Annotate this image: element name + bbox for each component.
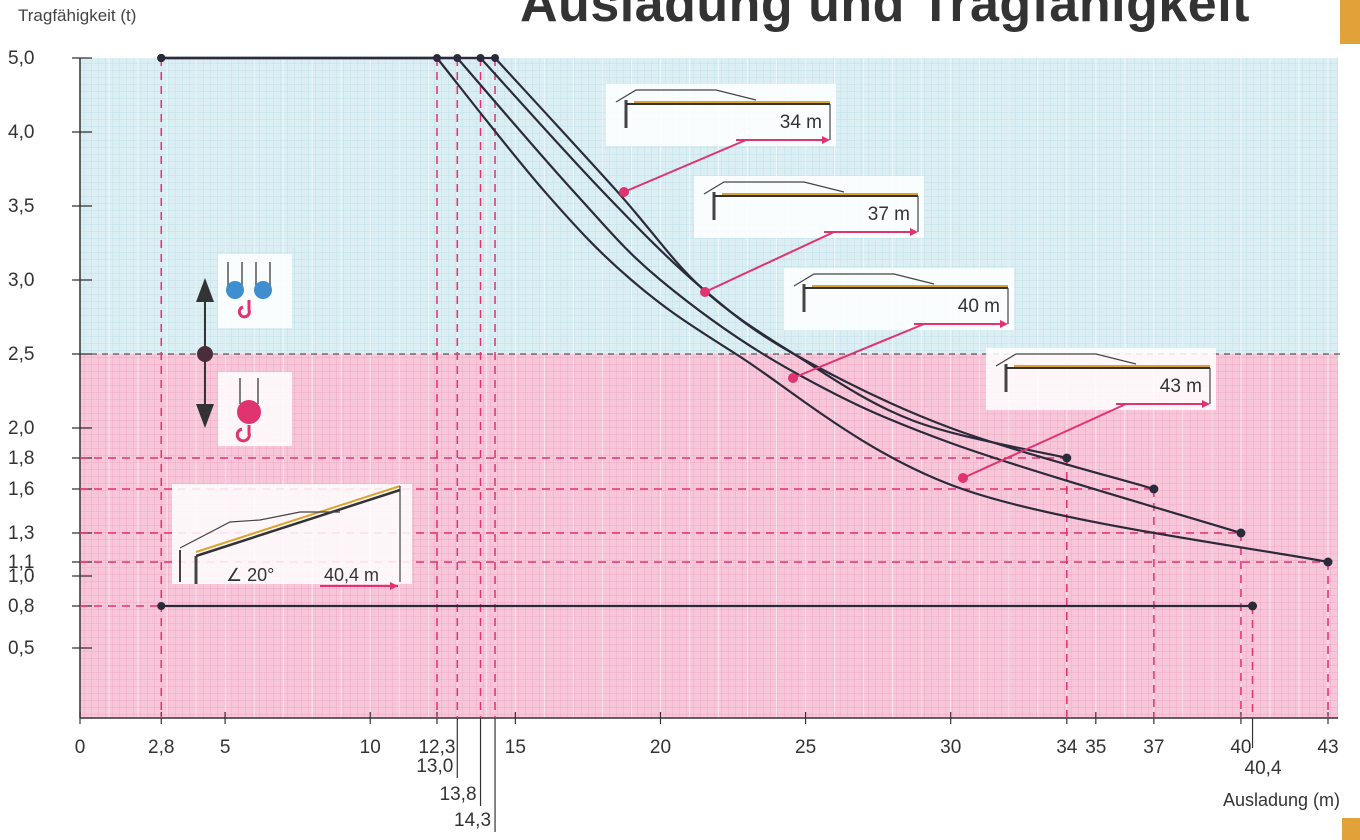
jib-callouts [619, 139, 1127, 483]
callout-dot [700, 287, 710, 297]
load-curve [161, 56, 1242, 535]
callout-dot [619, 187, 629, 197]
jib-box [694, 176, 924, 238]
y-axis-title: Tragfähigkeit (t) [18, 6, 137, 25]
curve-end-point [1248, 601, 1258, 611]
curve-knee-point [453, 54, 462, 62]
x-tick-label: 15 [505, 737, 526, 758]
y-tick-label: 1,8 [8, 448, 34, 469]
chart-labels: 5,0 4,0 3,5 3,0 2,5 2,0 1,8 1,6 1,3 1,11,0 0,8 0,5 0… [8, 48, 1340, 831]
y-tick-label: 1,1 [8, 552, 34, 573]
curve-end-point [1062, 453, 1072, 463]
load-curves [161, 56, 1329, 608]
x-tick-label: 12,3 [418, 737, 455, 758]
y-tick-label: 3,5 [8, 196, 34, 217]
jib-illustrations: 34 m 37 m 40 m 43 m [606, 84, 1216, 410]
luffed-jib-illustration [172, 484, 412, 590]
callout-line [623, 139, 747, 193]
jib-tie [995, 353, 1137, 367]
x-tick-label: 35 [1085, 737, 1106, 758]
jib-tie [793, 273, 935, 287]
curve-start-point [157, 602, 166, 610]
y-tick-label: 1,6 [8, 479, 34, 500]
curve-knee-point [491, 54, 500, 62]
jib-range-arrowhead [1202, 400, 1210, 408]
x-tick-label: 10 [360, 737, 381, 758]
y-tick-label: 5,0 [8, 48, 34, 69]
double-reeving-icon [218, 372, 292, 446]
load-curve [161, 56, 1329, 564]
jib-range-arrowhead [822, 136, 830, 144]
y-tick-label: 4,0 [8, 122, 34, 143]
callout-line [704, 231, 835, 293]
y-tick-label: 1,3 [8, 523, 34, 544]
x-tick-label: 20 [650, 737, 671, 758]
curve-start-point [157, 54, 166, 62]
curve-knee-point [476, 54, 485, 62]
x-tick-label: 43 [1317, 737, 1338, 758]
jib-length-label: 34 m [780, 112, 822, 133]
jib-length-label: 37 m [868, 204, 910, 225]
callout-dot [788, 373, 798, 383]
y-tick-label: 1,0 [8, 566, 34, 587]
chart-title: Ausladung und Tragfähigkeit [520, 0, 1250, 33]
curve-end-point [1323, 557, 1333, 567]
x-tick-label: 34 [1056, 737, 1078, 758]
luffed-jib-angle-label: ∠ 20° [226, 565, 274, 585]
y-tick-label: 2,0 [8, 418, 34, 439]
x-tick-label: 30 [940, 737, 961, 758]
corner-tab-bottom [1342, 818, 1360, 840]
x-tick-label-low: 14,3 [454, 810, 491, 831]
jib-box [986, 348, 1216, 410]
reeving-arrow-icon [196, 278, 214, 428]
curve-end-point [1149, 484, 1159, 494]
curve-points [157, 54, 1333, 611]
x-tick-label: 25 [795, 737, 816, 758]
y-tick-label: 0,5 [8, 638, 34, 659]
jib-box [784, 268, 1014, 330]
x-tick-label-extra: 40,4 [1245, 758, 1282, 779]
jib-range-arrowhead [1000, 320, 1008, 328]
jib-length-label: 40 m [958, 296, 1000, 317]
curve-knee-point [432, 54, 441, 62]
x-tick-label: 0 [75, 737, 86, 758]
callout-line [962, 403, 1127, 479]
x-axis-title: Ausladung (m) [1223, 790, 1340, 810]
luffed-jib-length-label: 40,4 m [324, 565, 379, 585]
x-tick-label: 2,8 [148, 737, 174, 758]
jib-tie [615, 89, 757, 103]
x-tick-label-low: 13,0 [416, 756, 453, 777]
jib-box [606, 84, 836, 146]
jib-range-arrowhead [910, 228, 918, 236]
corner-tab-top [1340, 0, 1360, 44]
load-curve [161, 56, 1155, 491]
y-tick-label: 0,8 [8, 596, 34, 617]
callout-line [792, 323, 925, 379]
x-tick-label: 37 [1143, 737, 1164, 758]
x-tick-label-low: 13,8 [440, 784, 477, 805]
x-tick-label: 5 [220, 737, 231, 758]
jib-length-label: 43 m [1160, 376, 1202, 397]
callout-dot [958, 473, 968, 483]
y-tick-label: 3,0 [8, 270, 34, 291]
y-tick-label: 2,5 [8, 344, 34, 365]
jib-tie [703, 181, 845, 195]
single-reeving-icon [218, 254, 292, 328]
x-tick-label: 40 [1230, 737, 1251, 758]
curve-end-point [1236, 528, 1246, 538]
